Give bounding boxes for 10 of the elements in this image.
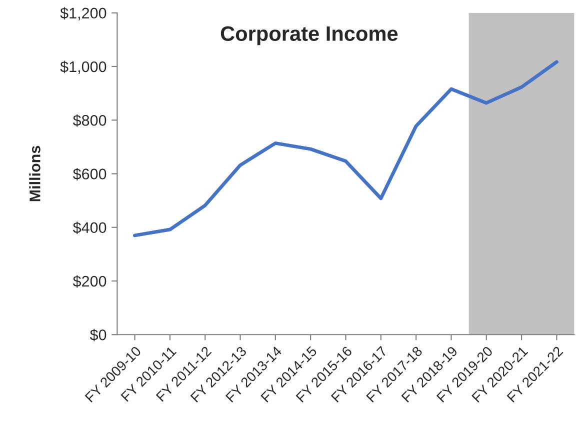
y-tick-label: $0 xyxy=(90,328,106,342)
text: Corporate Income xyxy=(220,26,398,46)
y-tick-label: $400 xyxy=(72,222,106,234)
y-tick-label: $1,200 xyxy=(60,7,106,20)
y-tick-label: $200 xyxy=(72,275,106,288)
line-series xyxy=(133,60,558,238)
y-tick-label: $800 xyxy=(72,114,106,127)
y-tick-label: $1,000 xyxy=(60,60,106,74)
y-axis-title: Millions xyxy=(29,146,40,202)
y-tick-label: $600 xyxy=(72,168,106,180)
